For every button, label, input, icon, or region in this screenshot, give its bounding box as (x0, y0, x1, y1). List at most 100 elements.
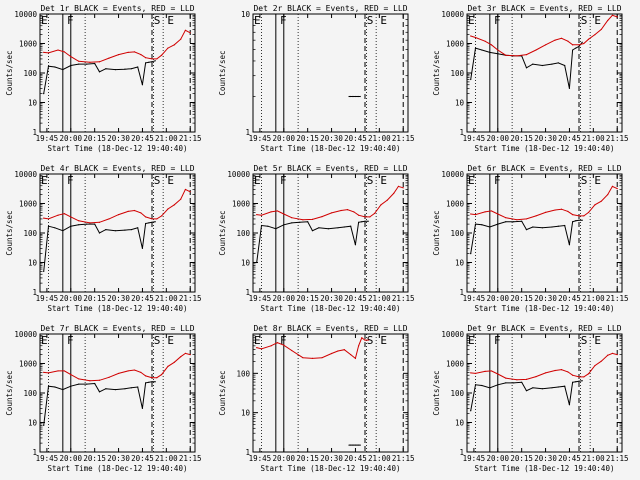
data-point (567, 40, 569, 42)
data-point (583, 215, 585, 217)
data-point (270, 211, 272, 213)
data-point (568, 87, 571, 90)
data-point (564, 224, 566, 227)
panel-title: Det 5r BLACK = Events, RED = LLD (253, 164, 407, 173)
data-point (43, 270, 45, 272)
data-point (43, 217, 45, 219)
data-point (302, 357, 304, 359)
y-axis-label: Counts/sec (432, 50, 441, 95)
data-point (151, 61, 153, 63)
data-point (47, 225, 50, 227)
data-point (145, 375, 147, 377)
y-tick-label: 1000 (232, 200, 251, 209)
data-point (364, 220, 366, 222)
data-point (78, 224, 80, 226)
x-tick-label: 20:15 (83, 134, 106, 143)
panel-title: Det 7r BLACK = Events, RED = LLD (40, 324, 194, 333)
data-point (373, 212, 376, 215)
x-tick-label: 20:15 (296, 134, 319, 143)
x-tick-label: 21:00 (582, 454, 605, 463)
event-marker-label: S (367, 334, 374, 347)
data-point (616, 187, 618, 190)
data-point (62, 69, 64, 71)
data-point (497, 49, 499, 51)
data-point (94, 223, 96, 225)
data-point (497, 223, 499, 225)
data-point (557, 225, 559, 227)
data-point (560, 37, 563, 39)
data-point (581, 380, 583, 382)
data-point (137, 227, 139, 229)
data-point (276, 210, 279, 212)
x-tick-label: 21:00 (582, 134, 605, 143)
data-point (489, 226, 491, 228)
y-tick-label: 10 (455, 419, 465, 428)
data-point (607, 194, 609, 196)
x-tick-label: 21:15 (606, 454, 629, 463)
data-point (541, 388, 543, 390)
data-point (470, 372, 472, 374)
data-point (151, 377, 153, 379)
data-point (367, 220, 369, 222)
y-tick-label: 1 (245, 448, 250, 457)
data-point (105, 388, 107, 390)
data-point (358, 214, 360, 216)
x-tick-label: 19:45 (463, 134, 486, 143)
data-point (516, 379, 518, 381)
event-marker-label: S (367, 14, 374, 27)
data-point (600, 360, 602, 362)
events-series-line (470, 41, 583, 89)
data-point (86, 63, 88, 65)
event-marker-label: E (254, 14, 261, 27)
x-tick-label: 20:15 (83, 454, 106, 463)
data-point (578, 45, 580, 47)
data-point (156, 218, 158, 220)
data-point (130, 387, 132, 389)
data-point (70, 216, 72, 218)
data-point (353, 211, 355, 213)
y-tick-label: 10 (28, 259, 38, 268)
data-point (189, 191, 191, 193)
data-point (572, 381, 574, 383)
data-point (351, 95, 353, 98)
data-point (180, 198, 182, 200)
data-point (94, 382, 96, 385)
x-tick-label: 20:30 (107, 454, 130, 463)
data-point (117, 214, 120, 216)
data-point (532, 226, 534, 228)
data-point (47, 218, 50, 220)
data-point (154, 221, 156, 223)
data-point (356, 95, 358, 98)
data-point (189, 32, 191, 34)
data-point (54, 227, 56, 229)
data-point (343, 226, 345, 228)
y-tick-label: 10000 (14, 170, 37, 179)
data-point (581, 41, 583, 43)
data-point (70, 374, 72, 376)
data-point (291, 222, 293, 224)
data-point (173, 44, 175, 46)
x-tick-label: 19:45 (36, 454, 59, 463)
events-series-line (43, 381, 156, 426)
event-marker-label: E (41, 174, 48, 187)
data-point (505, 54, 507, 56)
data-point (89, 380, 91, 382)
x-tick-label: 20:45 (344, 454, 367, 463)
data-point (505, 377, 507, 379)
data-point (307, 221, 309, 223)
x-tick-label: 20:00 (486, 294, 509, 303)
data-point (140, 371, 142, 373)
data-point (505, 221, 507, 223)
x-tick-label: 20:45 (558, 134, 581, 143)
data-point (470, 410, 472, 412)
y-tick-label: 1 (32, 128, 37, 137)
data-point (367, 339, 369, 341)
y-tick-label: 10000 (441, 170, 464, 179)
event-marker-label: E (594, 14, 601, 27)
data-point (63, 370, 66, 372)
data-point (124, 68, 126, 70)
data-point (256, 214, 258, 216)
y-tick-label: 100 (450, 69, 464, 78)
x-tick-label: 20:15 (296, 294, 319, 303)
